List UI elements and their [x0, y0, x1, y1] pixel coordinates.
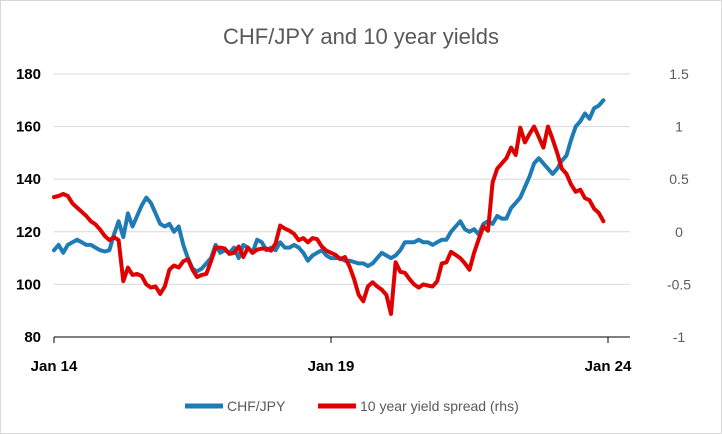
- gridlines: [54, 73, 630, 285]
- legend: CHF/JPY 10 year yield spread (rhs): [185, 398, 519, 414]
- series-line-yield-spread: [52, 124, 606, 316]
- y-right-tick-label: 0: [675, 224, 683, 240]
- x-tick-label: Jan 19: [308, 358, 355, 375]
- y-left-tick-label: 140: [16, 171, 41, 188]
- y-right-tick-label: 0.5: [669, 171, 689, 187]
- legend-label-spread: 10 year yield spread (rhs): [360, 398, 519, 414]
- y-left-tick-label: 80: [24, 329, 41, 346]
- y-left-tick-label: 180: [16, 66, 41, 83]
- y-right-tick-label: -0.5: [667, 276, 691, 292]
- y-left-tick-label: 120: [16, 224, 41, 241]
- series-line-chfjpy: [52, 98, 606, 274]
- x-tick-label: Jan 14: [31, 358, 78, 375]
- y-right-tick-label: 1: [675, 119, 683, 135]
- legend-label-chfjpy: CHF/JPY: [227, 398, 286, 414]
- y-left-tick-label: 160: [16, 119, 41, 136]
- chart-title: CHF/JPY and 10 year yields: [223, 24, 499, 49]
- x-tick-label: Jan 24: [585, 358, 632, 375]
- y-axis-right: 1.5 1 0.5 0 -0.5 -1: [667, 66, 691, 345]
- x-axis: Jan 14 Jan 19 Jan 24: [31, 336, 632, 375]
- y-axis-left: 180 160 140 120 100 80: [16, 66, 41, 346]
- series-lines: [52, 98, 606, 316]
- y-right-tick-label: -1: [673, 329, 686, 345]
- y-left-tick-label: 100: [16, 276, 41, 293]
- y-right-tick-label: 1.5: [669, 66, 689, 82]
